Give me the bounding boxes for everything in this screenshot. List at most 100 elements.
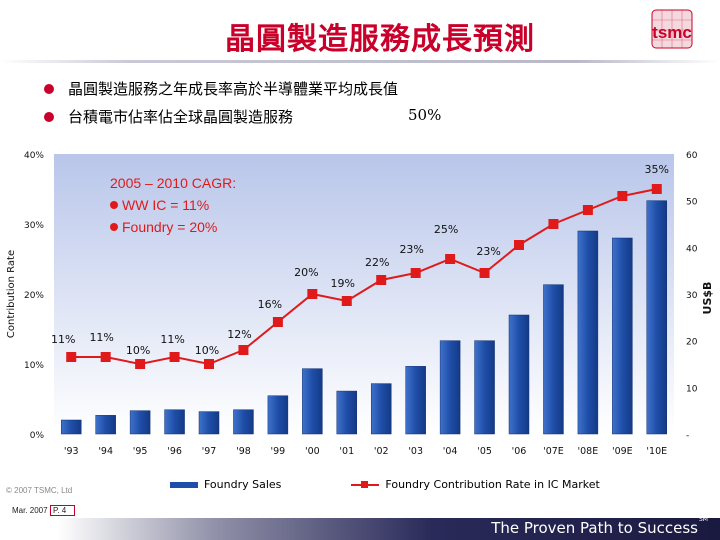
point-contribution-rate: [204, 359, 214, 369]
x-tick-label: '93: [64, 446, 79, 457]
y-right-tick-label: 20: [686, 338, 698, 348]
bar-foundry-sales: [336, 390, 358, 435]
bullet-1-text: 晶圓製造服務之年成長率高於半導體業平均成長值: [68, 80, 399, 98]
bar-foundry-sales: [60, 419, 82, 435]
point-contribution-rate: [410, 268, 421, 278]
point-contribution-rate: [445, 254, 456, 264]
x-tick-label: '10E: [646, 446, 667, 457]
bar-foundry-sales: [267, 395, 289, 435]
point-contribution-rate: [376, 275, 387, 285]
x-tick-label: '06: [512, 446, 527, 457]
legend-label-sales: Foundry Sales: [204, 478, 282, 491]
data-label-rate: 11%: [89, 331, 113, 344]
point-contribution-rate: [135, 359, 146, 369]
data-label-rate: 23%: [399, 243, 423, 256]
x-tick-label: '03: [408, 446, 423, 457]
bar-foundry-sales: [508, 314, 530, 435]
bullet-2: 台積電市佔率佔全球晶圓製造服務: [44, 106, 293, 127]
data-label-rate: 10%: [195, 344, 219, 357]
bar-foundry-sales: [164, 409, 185, 435]
data-label-rate: 11%: [51, 333, 75, 346]
plot-background: [54, 154, 674, 434]
point-contribution-rate: [238, 345, 249, 355]
point-contribution-rate: [66, 352, 77, 362]
chart-legend: Foundry Sales Foundry Contribution Rate …: [170, 478, 670, 491]
y-left-tick-label: 30%: [24, 221, 44, 231]
x-tick-label: '04: [443, 446, 458, 457]
data-label-rate: 19%: [331, 277, 355, 290]
y-left-tick-label: 40%: [24, 151, 44, 161]
bar-foundry-sales: [577, 230, 599, 435]
bar-foundry-sales: [95, 415, 116, 435]
annotation-title: 2005 – 2010 CAGR:: [110, 175, 236, 191]
y-right-tick-label: 50: [686, 198, 698, 208]
slide-title: 晶圓製造服務成長預測: [225, 22, 535, 57]
data-label-rate: 23%: [476, 245, 500, 258]
tsmc-logo: tsmc: [642, 8, 708, 56]
bar-foundry-sales: [543, 284, 564, 435]
tagline: The Proven Path to Success: [491, 519, 698, 537]
y-right-tick-label: -: [686, 431, 689, 441]
point-contribution-rate: [100, 352, 111, 362]
x-tick-label: '00: [305, 446, 320, 457]
x-tick-label: '99: [271, 446, 286, 457]
data-label-rate: 11%: [160, 333, 184, 346]
bar-foundry-sales: [612, 237, 633, 435]
data-label-rate: 16%: [258, 298, 282, 311]
annotation-line: Foundry = 20%: [122, 219, 217, 235]
y-left-tick-label: 20%: [24, 291, 44, 301]
data-label-rate: 20%: [294, 266, 318, 279]
legend-bar-swatch-icon: [170, 481, 198, 488]
data-label-rate: 10%: [126, 344, 150, 357]
x-tick-label: '01: [339, 446, 354, 457]
bullet-dot-icon: [44, 111, 54, 122]
footer-date: Mar. 2007: [12, 506, 48, 515]
bullet-dot-icon: [44, 83, 54, 94]
bar-foundry-sales: [198, 411, 220, 435]
point-contribution-rate: [651, 184, 662, 194]
y-right-tick-label: 40: [686, 244, 698, 254]
x-tick-label: '97: [202, 446, 217, 457]
bar-foundry-sales: [233, 409, 254, 435]
point-contribution-rate: [582, 205, 593, 215]
bar-foundry-sales: [405, 366, 426, 435]
page-number: P. 4: [50, 505, 76, 516]
x-tick-label: '95: [133, 446, 148, 457]
foundry-chart: 11% 11% 10% 11% 10% 12% 16% 20% 19% 22% 23% 25% 23% 3…: [6, 151, 714, 457]
x-tick-label: '08E: [578, 446, 599, 457]
legend-item-rate: Foundry Contribution Rate in IC Market: [351, 478, 600, 491]
data-label-rate: 12%: [227, 328, 251, 341]
y-left-tick-label: 10%: [24, 361, 44, 371]
y-right-tick-label: 60: [686, 151, 698, 161]
logo-text: tsmc: [652, 23, 692, 42]
legend-item-sales: Foundry Sales: [170, 478, 281, 491]
y-left-axis-title: Contribution Rate: [6, 250, 17, 338]
copyright: © 2007 TSMC, Ltd: [6, 486, 73, 495]
annotation-bullet-icon: [110, 223, 118, 231]
annotation-bullet-icon: [110, 201, 118, 209]
x-tick-label: '05: [477, 446, 492, 457]
data-label-rate: 22%: [365, 256, 389, 269]
bar-foundry-sales: [439, 340, 461, 435]
point-contribution-rate: [272, 317, 283, 327]
point-contribution-rate: [479, 268, 490, 278]
header-rule: [0, 60, 720, 63]
footer-bar: [0, 518, 720, 540]
y-right-axis-title: US$B: [701, 282, 714, 315]
tagline-mark: SM: [699, 516, 708, 523]
legend-label-rate: Foundry Contribution Rate in IC Market: [385, 478, 600, 491]
data-label-rate: 35%: [645, 163, 669, 176]
legend-line-swatch-icon: [351, 480, 380, 488]
bar-foundry-sales: [370, 383, 392, 435]
bullet-1: 晶圓製造服務之年成長率高於半導體業平均成長值: [44, 78, 398, 99]
x-tick-label: '09E: [612, 446, 633, 457]
bar-foundry-sales: [129, 410, 151, 435]
y-right-tick-label: 30: [686, 291, 698, 301]
x-tick-label: '98: [236, 446, 251, 457]
point-contribution-rate: [169, 352, 180, 362]
x-tick-label: '96: [167, 446, 182, 457]
data-label-rate: 25%: [434, 223, 458, 236]
annotation-line: WW IC = 11%: [122, 197, 209, 213]
point-contribution-rate: [307, 289, 318, 299]
y-left-tick-label: 0%: [30, 431, 45, 441]
